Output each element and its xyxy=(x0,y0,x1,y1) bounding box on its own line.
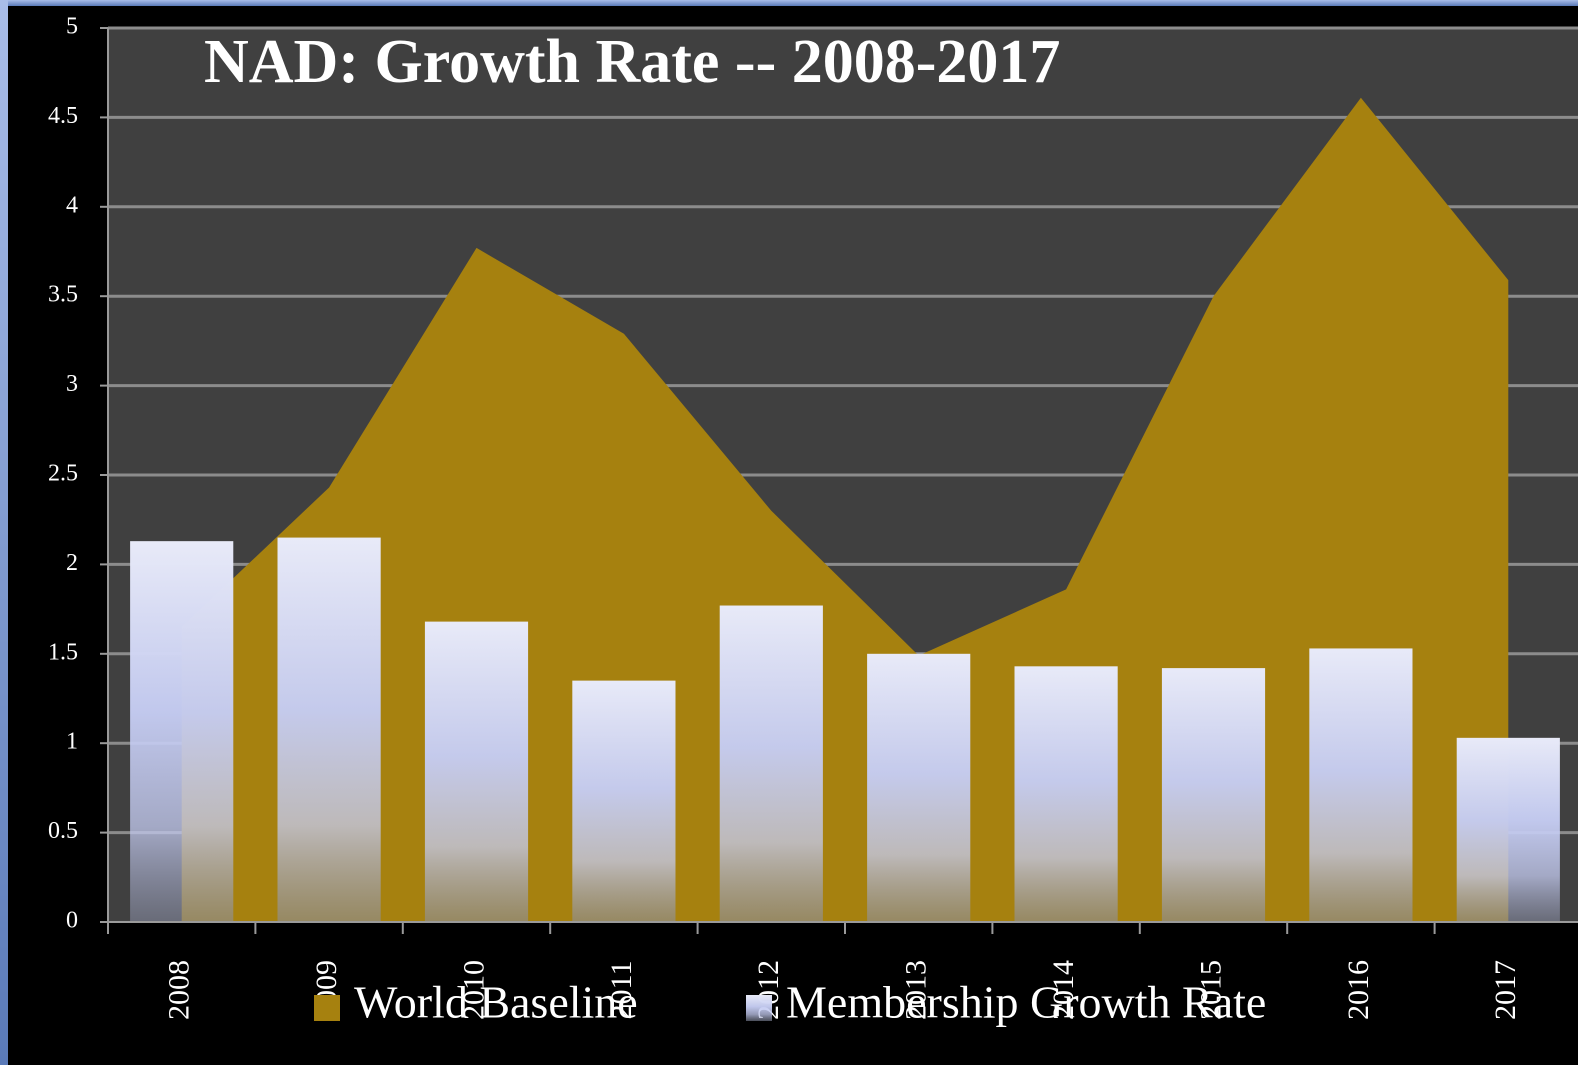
y-tick-label: 1.5 xyxy=(48,639,78,665)
y-tick-label: 3.5 xyxy=(48,282,78,308)
x-tick-label: 2011 xyxy=(605,961,638,1020)
x-tick-label: 2008 xyxy=(163,960,196,1020)
bar xyxy=(277,537,381,922)
y-tick-label: 4 xyxy=(66,192,78,218)
legend-label: World Baseline xyxy=(354,977,638,1028)
bar xyxy=(130,541,234,922)
legend-swatch xyxy=(314,995,340,1021)
y-tick-label: 5 xyxy=(66,14,78,40)
bar xyxy=(1456,737,1560,922)
bar xyxy=(572,680,676,922)
chart-title: NAD: Growth Rate -- 2008-2017 xyxy=(204,28,1060,96)
y-tick-label: 4.5 xyxy=(48,103,78,129)
bar xyxy=(1161,668,1266,922)
x-tick-label: 2014 xyxy=(1047,960,1080,1020)
bar xyxy=(719,605,823,922)
y-tick-label: 2.5 xyxy=(48,461,78,487)
x-tick-label: 2015 xyxy=(1194,960,1227,1020)
x-tick-label: 2016 xyxy=(1342,960,1375,1020)
bar xyxy=(867,653,971,922)
bar xyxy=(1309,648,1413,922)
bar xyxy=(1014,666,1118,922)
x-tick-label: 2017 xyxy=(1489,960,1522,1020)
y-tick-label: 1 xyxy=(66,729,78,755)
legend-swatch xyxy=(746,995,772,1021)
y-tick-label: 0.5 xyxy=(48,818,78,844)
bar xyxy=(424,621,529,922)
x-tick-label: 2010 xyxy=(457,960,490,1020)
y-tick-label: 0 xyxy=(66,908,78,934)
x-tick-label: 2013 xyxy=(900,960,933,1020)
y-tick-label: 2 xyxy=(66,550,78,576)
frame-top xyxy=(0,0,1578,6)
legend-label: Membership Growth Rate xyxy=(786,977,1266,1028)
y-tick-label: 3 xyxy=(66,371,78,397)
frame-left xyxy=(0,0,8,1065)
